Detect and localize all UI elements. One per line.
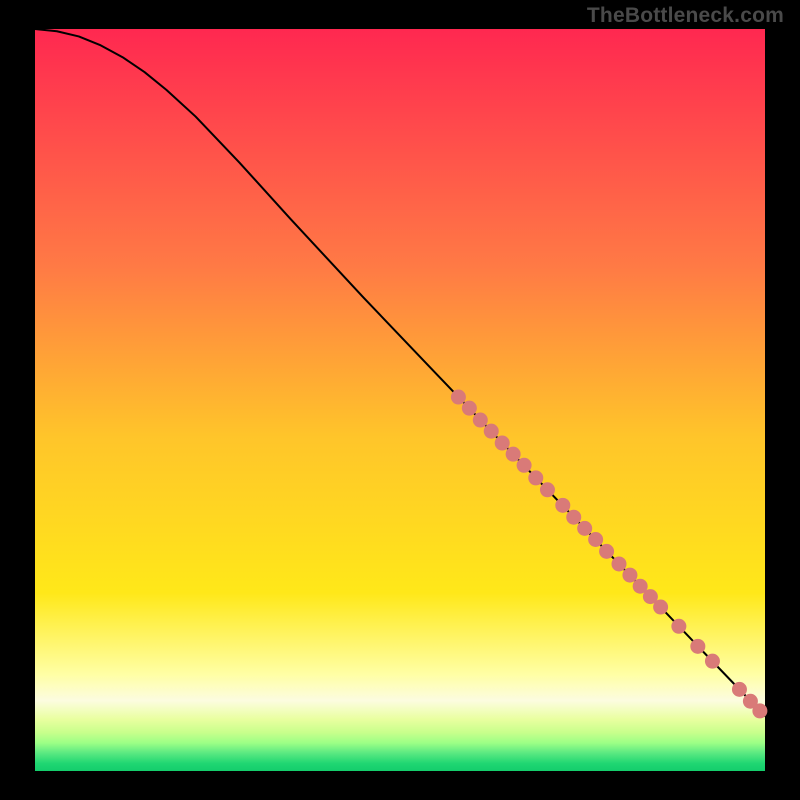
marker-dot [451, 390, 466, 405]
marker-dot [690, 639, 705, 654]
stage: TheBottleneck.com [0, 0, 800, 800]
marker-dot [473, 413, 488, 428]
marker-dot [484, 424, 499, 439]
marker-dot [566, 510, 581, 525]
marker-dot [495, 436, 510, 451]
marker-dot [599, 544, 614, 559]
marker-dot [752, 703, 767, 718]
watermark-text: TheBottleneck.com [587, 4, 784, 28]
marker-dot [612, 556, 627, 571]
marker-dot [588, 532, 603, 547]
marker-dot [705, 654, 720, 669]
marker-dot [653, 600, 668, 615]
chart-svg [0, 0, 800, 800]
marker-dot [462, 401, 477, 416]
marker-dot [555, 498, 570, 513]
marker-dot [540, 482, 555, 497]
gradient-background [35, 29, 765, 771]
marker-dot [517, 458, 532, 473]
marker-dot [671, 619, 686, 634]
marker-dot [528, 470, 543, 485]
marker-dot [732, 682, 747, 697]
marker-dot [577, 521, 592, 536]
marker-dot [506, 447, 521, 462]
marker-dot [622, 568, 637, 583]
